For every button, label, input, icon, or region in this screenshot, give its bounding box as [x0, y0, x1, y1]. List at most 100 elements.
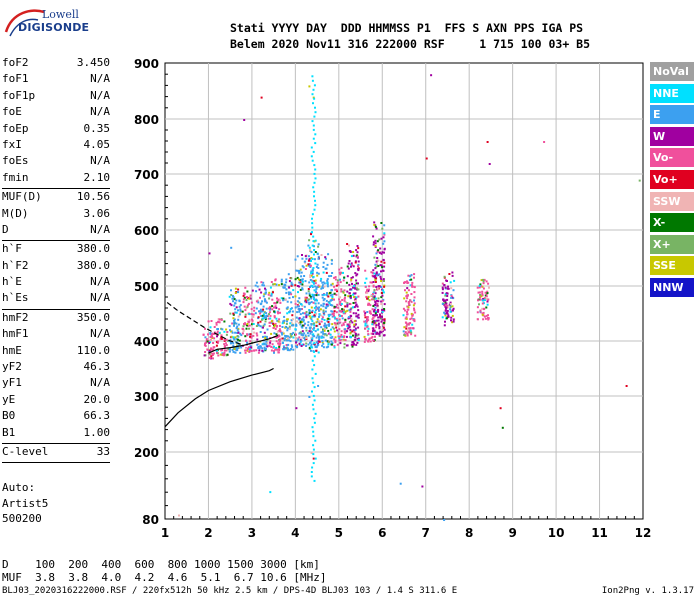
- echo-point: [378, 335, 381, 337]
- echo-point: [240, 346, 243, 349]
- echo-point: [479, 296, 481, 299]
- echo-point: [355, 315, 358, 318]
- echo-point: [311, 222, 314, 225]
- echo-point: [313, 164, 316, 167]
- echo-point: [248, 333, 251, 336]
- echo-point: [314, 412, 317, 415]
- echo-point: [382, 291, 385, 294]
- echo-point: [409, 299, 411, 302]
- echo-point: [344, 318, 347, 321]
- echo-point: [232, 317, 235, 320]
- param-value: 350.0: [76, 310, 110, 324]
- echo-point: [329, 336, 332, 339]
- echo-point: [354, 287, 357, 290]
- echo-point: [298, 309, 301, 312]
- echo-point: [313, 364, 316, 367]
- echo-point: [349, 288, 352, 291]
- echo-point: [212, 342, 215, 344]
- param-row: h`F2 380.0: [2, 259, 110, 275]
- echo-point: [343, 297, 346, 300]
- echo-point: [264, 335, 267, 338]
- echo-point: [264, 320, 267, 323]
- echo-point: [406, 323, 409, 326]
- echo-point: [311, 377, 314, 380]
- echo-point: [372, 284, 375, 287]
- echo-point: [332, 314, 335, 317]
- echo-point: [449, 306, 452, 309]
- echo-point: [312, 235, 315, 238]
- echo-point: [313, 253, 315, 256]
- echo-point: [271, 343, 274, 346]
- echo-point: [248, 297, 251, 300]
- y-tick-label: 700: [134, 168, 159, 182]
- echo-point: [316, 271, 319, 274]
- echo-point: [292, 348, 295, 351]
- echo-point: [313, 84, 316, 87]
- echo-point: [312, 457, 315, 460]
- echo-point: [311, 244, 314, 247]
- echo-point: [336, 329, 339, 332]
- echo-point: [211, 354, 214, 356]
- echo-point: [314, 457, 317, 460]
- echo-point: [207, 320, 210, 323]
- param-name: foF2: [2, 56, 29, 69]
- echo-point: [233, 324, 235, 327]
- echo-point: [234, 287, 237, 290]
- echo-point: [277, 320, 280, 323]
- echo-point: [283, 286, 286, 289]
- echo-point: [310, 318, 313, 321]
- echo-point: [274, 328, 277, 330]
- echo-point: [312, 240, 315, 243]
- echo-point: [238, 343, 241, 346]
- echo-point: [212, 333, 215, 335]
- echo-point: [318, 320, 321, 323]
- echo-point: [338, 302, 341, 305]
- echo-point: [273, 350, 275, 353]
- param-name: MUF(D): [2, 190, 42, 204]
- echo-point: [255, 300, 258, 303]
- echo-point: [336, 290, 338, 293]
- echo-point: [237, 331, 240, 334]
- echo-point: [215, 344, 218, 347]
- echo-point: [304, 280, 307, 283]
- echo-point: [333, 345, 336, 348]
- echo-point: [324, 325, 327, 328]
- echo-point: [350, 319, 353, 322]
- echo-point: [330, 283, 333, 286]
- echo-point: [342, 308, 345, 311]
- echo-point: [246, 296, 248, 298]
- echo-point: [305, 342, 308, 345]
- echo-point: [249, 340, 252, 343]
- echo-point: [299, 323, 302, 326]
- echo-point: [328, 332, 331, 335]
- param-value: N/A: [90, 105, 110, 119]
- echo-point: [313, 479, 316, 482]
- echo-point: [485, 306, 488, 309]
- echo-point: [311, 93, 314, 96]
- echo-point: [408, 322, 411, 325]
- echo-point: [320, 336, 323, 339]
- param-name: B1: [2, 425, 16, 439]
- echo-point: [444, 314, 447, 317]
- echo-point: [242, 294, 245, 297]
- echo-point: [329, 299, 332, 302]
- echo-point: [294, 284, 297, 287]
- echo-point: [375, 260, 378, 263]
- echo-point: [447, 287, 450, 290]
- echo-point: [300, 339, 303, 342]
- legend-item-noval: NoVal: [650, 62, 694, 81]
- echo-point: [451, 274, 454, 277]
- echo-point: [443, 275, 446, 278]
- echo-point: [274, 322, 277, 325]
- echo-point: [265, 301, 268, 304]
- echo-point: [381, 266, 384, 269]
- echo-point: [404, 331, 407, 334]
- echo-point: [223, 346, 226, 349]
- echo-point: [482, 282, 485, 285]
- echo-point: [264, 287, 266, 290]
- echo-point: [252, 327, 255, 330]
- echo-point: [215, 341, 218, 344]
- echo-point: [270, 292, 273, 295]
- echo-point: [441, 316, 444, 319]
- echo-point: [334, 341, 337, 344]
